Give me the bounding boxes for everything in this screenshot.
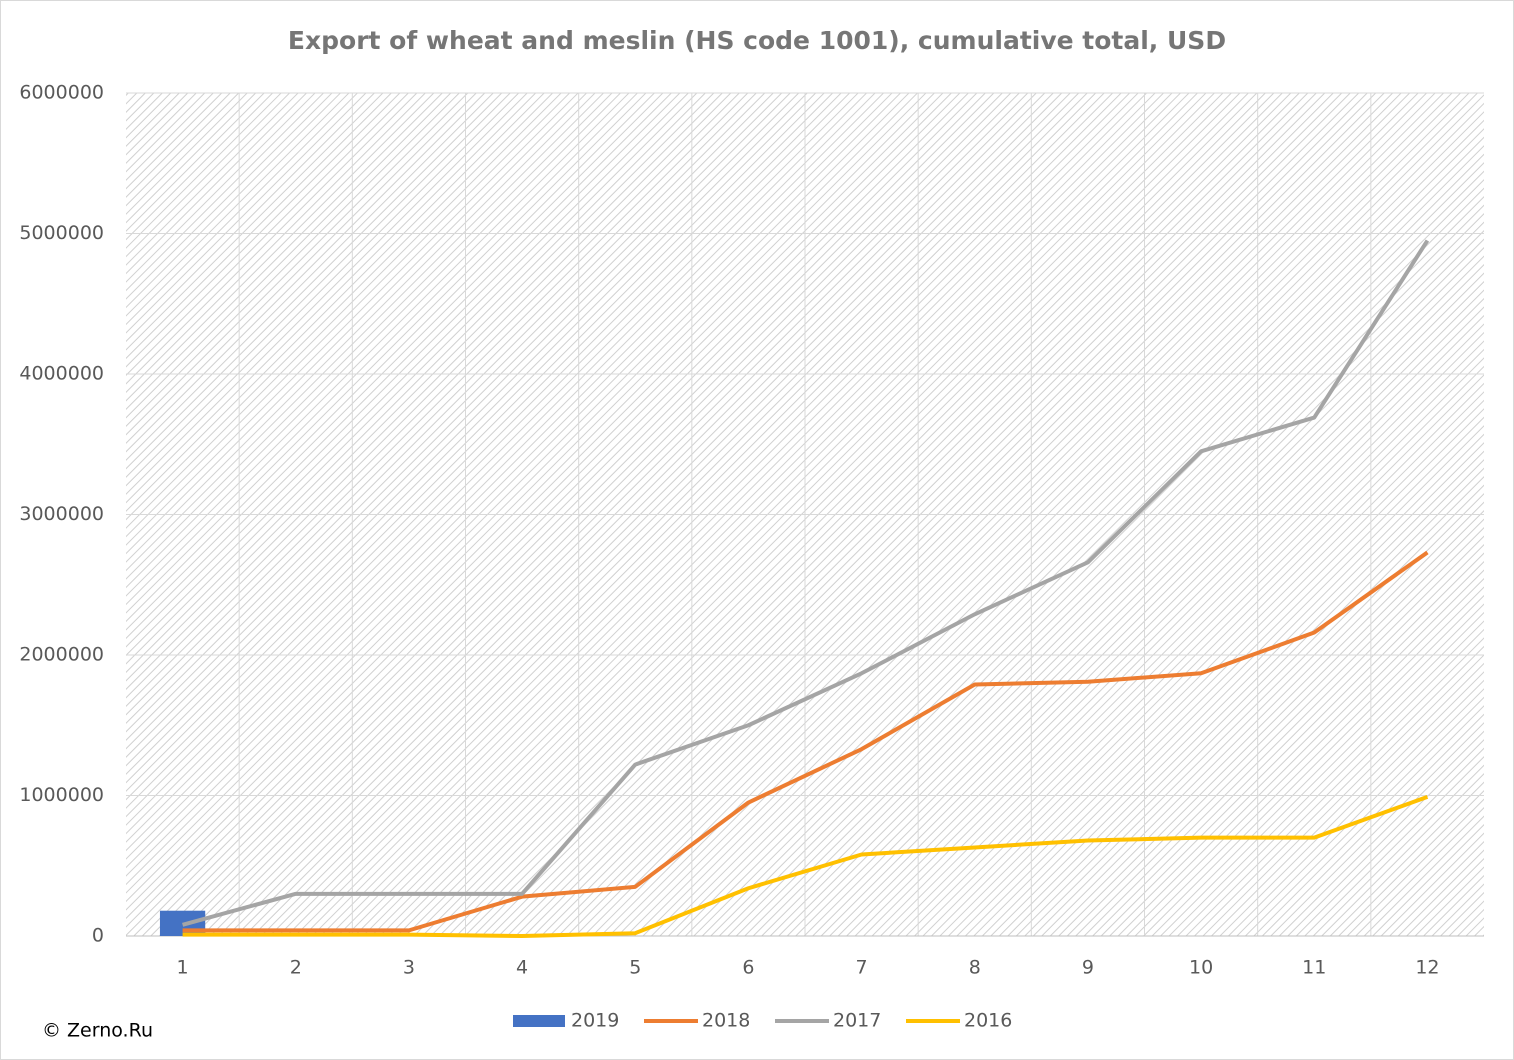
x-tick-label: 2: [290, 957, 302, 979]
legend-label: 2016: [964, 1010, 1012, 1032]
x-tick-label: 10: [1189, 957, 1213, 979]
x-tick-label: 6: [742, 957, 754, 979]
y-tick-label: 4000000: [19, 363, 104, 385]
x-tick-label: 3: [403, 957, 415, 979]
y-tick-label: 0: [92, 925, 104, 947]
x-tick-label: 9: [1082, 957, 1094, 979]
legend-swatch: [513, 1015, 565, 1027]
line: [182, 550, 1429, 933]
x-tick-label: 8: [969, 957, 981, 979]
y-tick-label: 6000000: [19, 82, 104, 104]
x-tick-label: 7: [856, 957, 868, 979]
source: © Zerno.Ru: [42, 1020, 153, 1042]
line: [182, 795, 1429, 938]
x-tick-label: 5: [629, 957, 641, 979]
y-tick-label: 5000000: [19, 222, 104, 244]
x-tick-label: 4: [516, 957, 528, 979]
x-tick-label: 1: [177, 957, 189, 979]
legend-label: 2017: [833, 1010, 881, 1032]
legend-label: 2018: [702, 1010, 750, 1032]
x-tick-label: 12: [1415, 957, 1439, 979]
legend-label: 2019: [571, 1010, 619, 1032]
y-tick-label: 1000000: [19, 784, 104, 806]
line: [182, 239, 1430, 927]
x-tick-label: 11: [1302, 957, 1326, 979]
y-tick-label: 3000000: [19, 503, 104, 525]
chart-title: Export of wheat and meslin (HS code 1001…: [288, 26, 1226, 55]
y-tick-label: 2000000: [19, 644, 104, 666]
